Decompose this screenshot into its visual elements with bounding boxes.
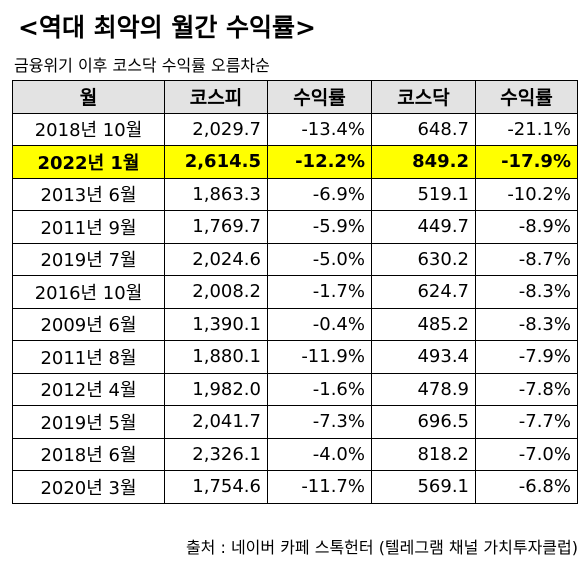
cell-month: 2018년 10월 — [12, 112, 165, 146]
cell-kospi-return: -4.0% — [267, 437, 372, 471]
source-caption: 출처 : 네이버 카페 스톡헌터 (텔레그램 채널 가치투자클럽) — [185, 538, 578, 557]
cell-kosdaq: 493.4 — [371, 340, 476, 374]
cell-month: 2012년 4월 — [12, 372, 165, 406]
table-row: 2018년 10월 2,029.7 -13.4% 648.7 -21.1% — [12, 112, 578, 146]
table-row: 2016년 10월 2,008.2 -1.7% 624.7 -8.3% — [12, 275, 578, 309]
cell-kosdaq-return: -7.8% — [475, 372, 578, 406]
cell-month: 2018년 6월 — [12, 437, 165, 471]
table-row: 2012년 4월 1,982.0 -1.6% 478.9 -7.8% — [12, 372, 578, 406]
cell-kosdaq-return: -7.0% — [475, 437, 578, 471]
cell-kospi-return: -1.6% — [267, 372, 372, 406]
cell-kospi: 1,754.6 — [164, 470, 268, 504]
cell-month: 2019년 5월 — [12, 405, 165, 439]
cell-kospi-return: -5.9% — [267, 210, 372, 244]
table-row: 2019년 7월 2,024.6 -5.0% 630.2 -8.7% — [12, 242, 578, 276]
table-row-highlighted: 2022년 1월 2,614.5 -12.2% 849.2 -17.9% — [12, 145, 578, 179]
cell-kospi-return: -5.0% — [267, 242, 372, 276]
cell-kosdaq: 696.5 — [371, 405, 476, 439]
subtitle: 금융위기 이후 코스닥 수익률 오름차순 — [14, 56, 270, 75]
cell-kospi: 2,614.5 — [164, 145, 268, 179]
cell-kosdaq: 478.9 — [371, 372, 476, 406]
cell-month: 2020년 3월 — [12, 470, 165, 504]
cell-kospi: 2,041.7 — [164, 405, 268, 439]
cell-kosdaq: 624.7 — [371, 275, 476, 309]
cell-kospi-return: -6.9% — [267, 177, 372, 211]
table-row: 2011년 9월 1,769.7 -5.9% 449.7 -8.9% — [12, 210, 578, 244]
page-title: <역대 최악의 월간 수익률> — [18, 13, 317, 42]
cell-kosdaq: 485.2 — [371, 307, 476, 341]
cell-month: 2022년 1월 — [12, 145, 165, 179]
column-header-kospi-return: 수익률 — [267, 80, 372, 114]
cell-kospi-return: -11.9% — [267, 340, 372, 374]
cell-kosdaq-return: -6.8% — [475, 470, 578, 504]
cell-kosdaq: 449.7 — [371, 210, 476, 244]
cell-month: 2011년 9월 — [12, 210, 165, 244]
cell-kosdaq: 818.2 — [371, 437, 476, 471]
table-row: 2009년 6월 1,390.1 -0.4% 485.2 -8.3% — [12, 307, 578, 341]
cell-month: 2019년 7월 — [12, 242, 165, 276]
column-header-kosdaq-return: 수익률 — [475, 80, 578, 114]
cell-kosdaq: 519.1 — [371, 177, 476, 211]
table-row: 2011년 8월 1,880.1 -11.9% 493.4 -7.9% — [12, 340, 578, 374]
cell-kosdaq-return: -8.7% — [475, 242, 578, 276]
table-header-row: 월 코스피 수익률 코스닥 수익률 — [12, 80, 578, 114]
cell-kospi-return: -0.4% — [267, 307, 372, 341]
cell-kosdaq: 849.2 — [371, 145, 476, 179]
cell-kospi: 2,024.6 — [164, 242, 268, 276]
cell-kosdaq-return: -8.3% — [475, 307, 578, 341]
cell-kospi: 1,982.0 — [164, 372, 268, 406]
cell-kosdaq-return: -21.1% — [475, 112, 578, 146]
cell-kosdaq-return: -17.9% — [475, 145, 578, 179]
cell-month: 2011년 8월 — [12, 340, 165, 374]
cell-kospi: 1,880.1 — [164, 340, 268, 374]
column-header-kospi: 코스피 — [164, 80, 268, 114]
cell-kospi-return: -12.2% — [267, 145, 372, 179]
table-row: 2018년 6월 2,326.1 -4.0% 818.2 -7.0% — [12, 437, 578, 471]
table-row: 2019년 5월 2,041.7 -7.3% 696.5 -7.7% — [12, 405, 578, 439]
cell-kosdaq-return: -7.7% — [475, 405, 578, 439]
cell-kospi-return: -13.4% — [267, 112, 372, 146]
cell-kosdaq-return: -7.9% — [475, 340, 578, 374]
cell-kospi: 2,029.7 — [164, 112, 268, 146]
column-header-month: 월 — [12, 80, 165, 114]
cell-kospi-return: -11.7% — [267, 470, 372, 504]
table-row: 2013년 6월 1,863.3 -6.9% 519.1 -10.2% — [12, 177, 578, 211]
cell-month: 2016년 10월 — [12, 275, 165, 309]
cell-kosdaq-return: -8.9% — [475, 210, 578, 244]
cell-kospi: 2,326.1 — [164, 437, 268, 471]
cell-kospi-return: -1.7% — [267, 275, 372, 309]
cell-kospi: 1,390.1 — [164, 307, 268, 341]
cell-month: 2013년 6월 — [12, 177, 165, 211]
returns-table: 월 코스피 수익률 코스닥 수익률 2018년 10월 2,029.7 -13.… — [12, 80, 578, 504]
cell-kosdaq: 630.2 — [371, 242, 476, 276]
table-row: 2020년 3월 1,754.6 -11.7% 569.1 -6.8% — [12, 470, 578, 504]
cell-month: 2009년 6월 — [12, 307, 165, 341]
cell-kosdaq-return: -10.2% — [475, 177, 578, 211]
column-header-kosdaq: 코스닥 — [371, 80, 476, 114]
cell-kospi: 1,769.7 — [164, 210, 268, 244]
cell-kospi: 1,863.3 — [164, 177, 268, 211]
cell-kosdaq: 569.1 — [371, 470, 476, 504]
cell-kospi: 2,008.2 — [164, 275, 268, 309]
cell-kosdaq: 648.7 — [371, 112, 476, 146]
cell-kosdaq-return: -8.3% — [475, 275, 578, 309]
cell-kospi-return: -7.3% — [267, 405, 372, 439]
